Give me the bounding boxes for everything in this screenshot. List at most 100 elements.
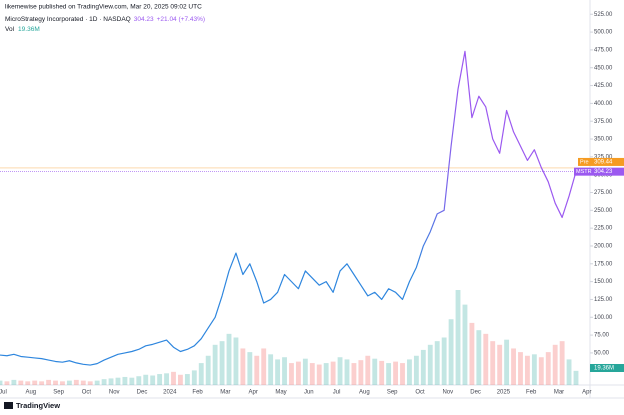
y-tick-label: 475.00 bbox=[594, 47, 613, 53]
volume-bar bbox=[247, 352, 253, 385]
brand-logo bbox=[4, 402, 13, 409]
ticker-label: MSTR bbox=[576, 169, 592, 175]
volume-bar bbox=[309, 363, 315, 385]
header-price: 304.23 bbox=[134, 16, 154, 23]
volume-bar bbox=[66, 380, 72, 385]
x-tick-label: Nov bbox=[109, 390, 120, 396]
volume-bar bbox=[566, 359, 572, 385]
volume-bar bbox=[441, 337, 447, 385]
volume-bar bbox=[80, 380, 86, 385]
volume-bar bbox=[365, 355, 371, 385]
volume-bar bbox=[330, 361, 336, 385]
premarket-label: Pre bbox=[580, 159, 589, 165]
volume-bar bbox=[337, 357, 343, 385]
volume-bar bbox=[198, 363, 204, 385]
brand: TradingView bbox=[16, 401, 60, 410]
volume-title: Vol bbox=[5, 26, 15, 33]
x-tick-label: Aug bbox=[25, 390, 36, 396]
price-line bbox=[0, 50, 577, 366]
y-tick-label: 125.00 bbox=[594, 297, 613, 303]
volume-layer bbox=[0, 290, 579, 385]
x-tick-label: 2025 bbox=[497, 390, 511, 396]
premarket-price: 309.44 bbox=[594, 160, 613, 166]
volume-bar bbox=[108, 378, 114, 385]
volume-bar bbox=[53, 380, 58, 385]
volume-bar bbox=[164, 373, 169, 385]
premarket-badge: Pre 309.44 bbox=[578, 157, 624, 166]
volume-bar bbox=[4, 381, 10, 385]
volume-bar bbox=[39, 381, 45, 385]
volume-bar bbox=[469, 322, 475, 385]
x-tick-label: Mar bbox=[554, 390, 564, 396]
volume-bar bbox=[212, 344, 218, 385]
volume-bar bbox=[136, 376, 142, 385]
volume-bar bbox=[191, 370, 197, 385]
x-tick-label: Sep bbox=[387, 390, 398, 396]
volume-bar bbox=[233, 337, 239, 385]
volume-bar bbox=[379, 360, 385, 385]
x-tick-label: Dec bbox=[470, 390, 481, 396]
volume-bar bbox=[226, 333, 232, 385]
volume-bar bbox=[497, 344, 503, 385]
x-tick-label: Apr bbox=[249, 390, 258, 396]
volume-bar bbox=[268, 354, 274, 385]
price-layer bbox=[0, 50, 590, 366]
y-tick-label: 150.00 bbox=[594, 279, 613, 285]
volume-bar bbox=[490, 341, 496, 385]
volume-badge: 19.36M bbox=[590, 364, 624, 372]
volume-bar bbox=[18, 380, 24, 385]
volume-bar bbox=[372, 358, 378, 385]
volume-bar bbox=[427, 344, 433, 385]
x-tick-label: Jul bbox=[333, 390, 341, 396]
last-price-badge: MSTR 304.23 bbox=[574, 167, 624, 176]
x-tick-label: Jun bbox=[304, 390, 314, 396]
volume-bar bbox=[455, 290, 461, 385]
volume-bar bbox=[316, 364, 322, 385]
volume-bar bbox=[302, 358, 308, 385]
volume-bar bbox=[462, 304, 468, 385]
volume-bar bbox=[32, 380, 38, 385]
volume-bar bbox=[171, 371, 176, 385]
volume-badge-bg bbox=[590, 364, 624, 372]
volume-bar bbox=[538, 357, 544, 385]
x-tick-label: 2024 bbox=[163, 390, 177, 396]
volume-bar bbox=[524, 355, 530, 385]
x-tick-label: Oct bbox=[415, 390, 425, 396]
y-tick-label: 425.00 bbox=[594, 83, 613, 89]
last-price-badge-bg bbox=[574, 167, 624, 176]
volume-bar bbox=[476, 330, 482, 385]
volume-bar bbox=[511, 348, 516, 385]
volume-bar bbox=[60, 381, 65, 385]
volume-bar bbox=[219, 341, 225, 385]
axes: 50.00 75.00 100.00 125.00 150.00 175.00 200.00… bbox=[0, 12, 624, 396]
x-tick-label: May bbox=[275, 390, 286, 396]
y-tick-label: 400.00 bbox=[594, 101, 613, 107]
volume-bar bbox=[504, 339, 510, 385]
volume-bar bbox=[122, 376, 128, 385]
volume-bar bbox=[254, 355, 260, 385]
volume-bar bbox=[358, 360, 364, 385]
volume-bar bbox=[205, 355, 211, 385]
y-tick-label: 250.00 bbox=[594, 208, 613, 214]
header: MicroStrategy Incorporated · 1D · NASDAQ… bbox=[5, 16, 205, 23]
volume-bar bbox=[94, 380, 100, 385]
volume-header: Vol 19.36M bbox=[5, 26, 40, 33]
publisher-note: likemewise published on TradingView.com,… bbox=[5, 4, 202, 11]
x-tick-label: Mar bbox=[220, 390, 230, 396]
y-tick-label: 450.00 bbox=[594, 65, 613, 71]
volume-bar bbox=[115, 377, 121, 385]
y-tick-label: 100.00 bbox=[594, 315, 613, 321]
x-tick-label: Oct bbox=[82, 390, 92, 396]
volume-bar bbox=[143, 374, 149, 385]
x-tick-label: Dec bbox=[137, 390, 148, 396]
volume-bar bbox=[573, 370, 579, 385]
last-price: 304.23 bbox=[594, 169, 613, 175]
y-tick-label: 375.00 bbox=[594, 119, 613, 125]
volume-bar bbox=[87, 381, 93, 385]
header-change: +21.04 (+7.43%) bbox=[157, 16, 205, 23]
volume-bar bbox=[448, 319, 454, 385]
volume-bar bbox=[518, 352, 523, 385]
x-tick-label: Jul bbox=[0, 390, 7, 396]
